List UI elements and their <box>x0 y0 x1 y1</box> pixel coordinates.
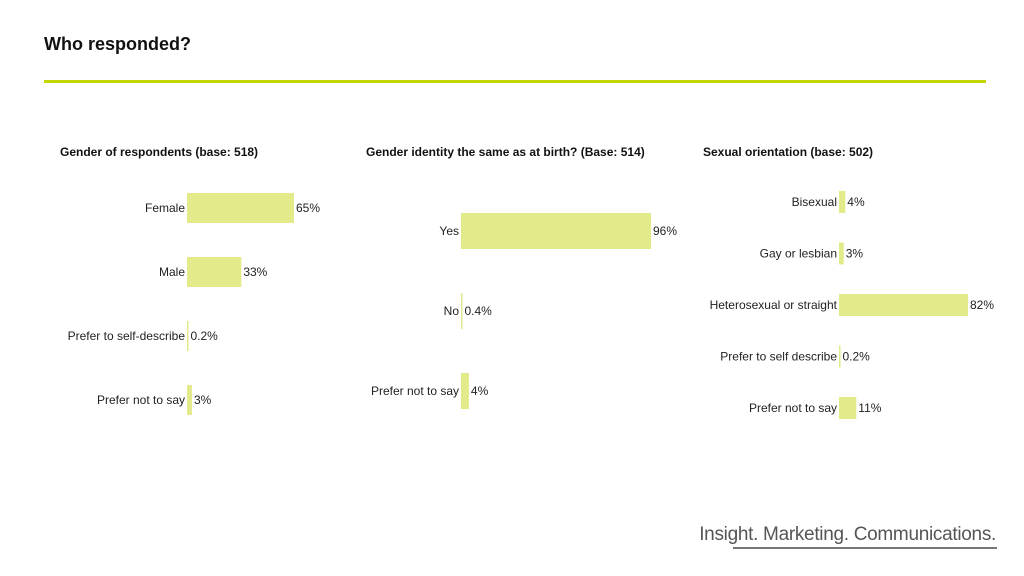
category-label: Yes <box>439 224 459 238</box>
value-label: 4% <box>471 384 489 398</box>
chart-gender: Female 65% Male 33% Prefer to self-describe 0… <box>68 193 320 415</box>
page-title: Who responded? <box>44 34 191 54</box>
value-label: 4% <box>847 195 865 209</box>
bar <box>839 397 857 419</box>
category-label: Prefer to self describe <box>720 350 837 364</box>
chart-title-gender: Gender of respondents (base: 518) <box>60 145 259 159</box>
bar <box>187 385 192 415</box>
bar <box>839 191 846 213</box>
category-label: Gay or lesbian <box>760 247 837 261</box>
value-label: 0.2% <box>191 329 219 343</box>
value-label: 3% <box>846 247 864 261</box>
chart-sexual-orientation: Bisexual 4% Gay or lesbian 3% Heterosexual o… <box>710 191 994 419</box>
brand-underline <box>733 547 997 549</box>
chart-title-gender-identity: Gender identity the same as at birth? (B… <box>366 145 645 159</box>
bar <box>187 321 189 351</box>
category-label: Male <box>159 265 185 279</box>
value-label: 0.2% <box>843 350 871 364</box>
value-label: 96% <box>653 224 677 238</box>
bar <box>461 373 469 409</box>
value-label: 0.4% <box>465 304 493 318</box>
category-label: Prefer not to say <box>749 401 837 415</box>
category-label: No <box>444 304 460 318</box>
category-label: Heterosexual or straight <box>710 298 838 312</box>
value-label: 65% <box>296 201 320 215</box>
brand-wordmark: Insight. Marketing. Communications. <box>699 524 996 545</box>
bar <box>461 293 463 329</box>
bar <box>187 257 242 287</box>
category-label: Prefer not to say <box>371 384 459 398</box>
category-label: Female <box>145 201 185 215</box>
value-label: 33% <box>243 265 267 279</box>
chart-gender-identity: Yes 96% No 0.4% Prefer not to say 4% <box>371 213 677 409</box>
bar <box>461 213 651 249</box>
category-label: Prefer to self-describe <box>68 329 186 343</box>
bar <box>187 193 294 223</box>
value-label: 11% <box>858 401 881 415</box>
bar <box>839 345 841 368</box>
title-divider <box>44 80 986 83</box>
bar <box>839 242 844 265</box>
value-label: 3% <box>194 393 212 407</box>
chart-title-sexual-orientation: Sexual orientation (base: 502) <box>703 145 874 159</box>
category-label: Bisexual <box>792 195 837 209</box>
bar <box>839 294 968 316</box>
category-label: Prefer not to say <box>97 393 185 407</box>
value-label: 82% <box>970 298 994 312</box>
